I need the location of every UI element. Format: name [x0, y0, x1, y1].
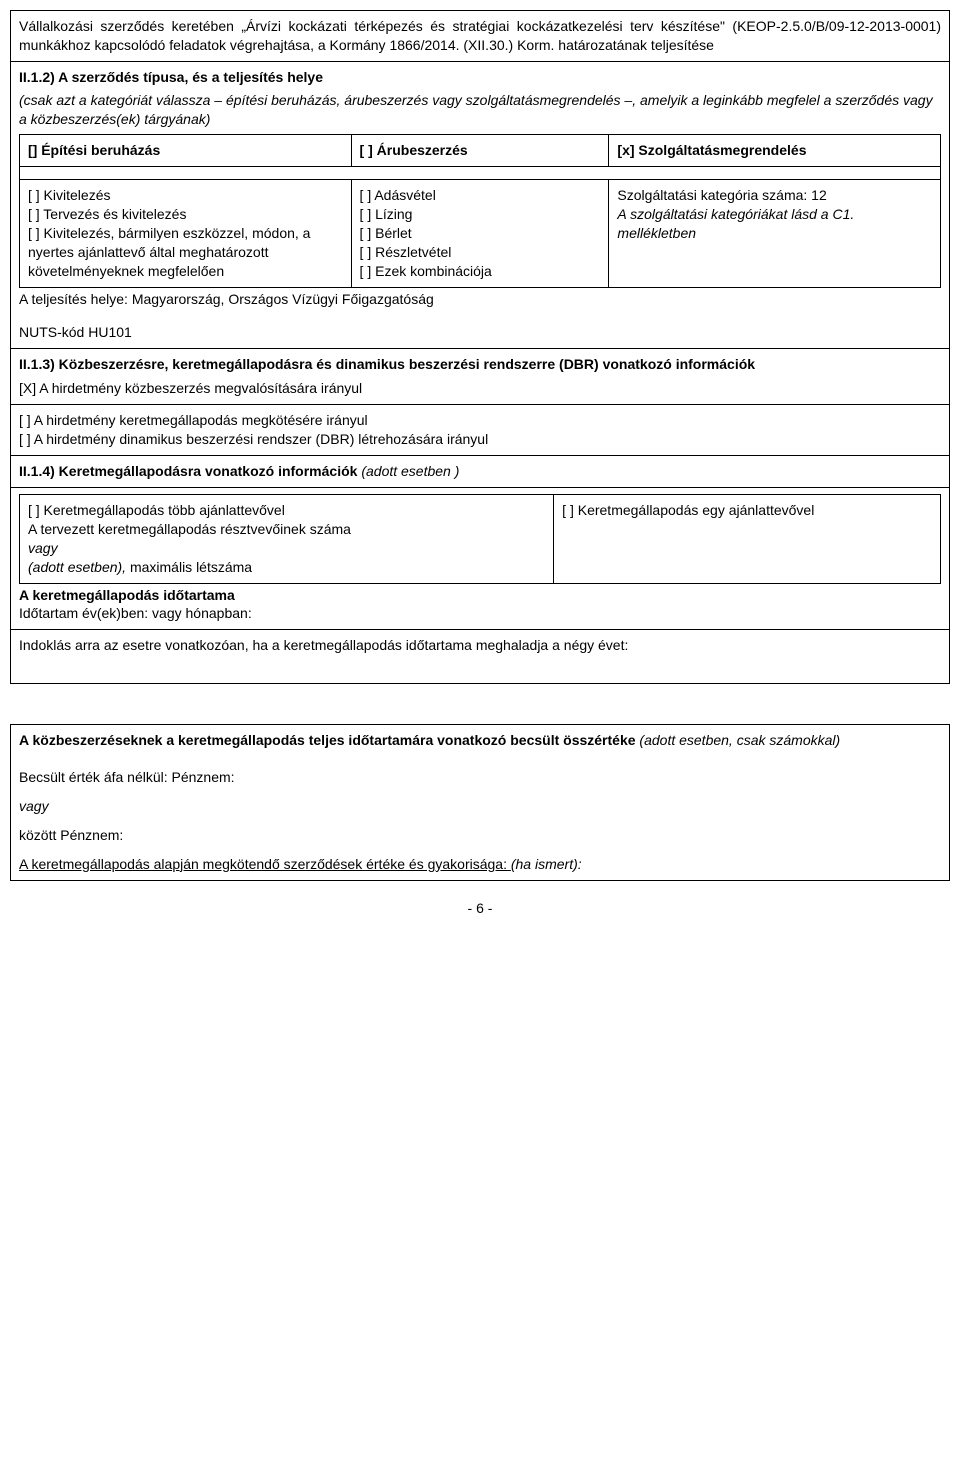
spacer	[10, 684, 950, 724]
ii-1-4-grid: [ ] Keretmegállapodás több ajánlattevőve…	[19, 494, 941, 584]
estimate-line1: Becsült érték áfa nélkül: Pénznem:	[19, 768, 941, 787]
ii14-left2: A tervezett keretmegállapodás résztvevői…	[28, 520, 545, 539]
intro-text: Vállalkozási szerződés keretében „Árvízi…	[19, 17, 941, 55]
estimate-head: A közbeszerzéseknek a keretmegállapodás …	[19, 731, 941, 750]
main-table: Vállalkozási szerződés keretében „Árvízi…	[10, 10, 950, 684]
ii-1-4-just-cell: Indoklás arra az esetre vonatkozóan, ha …	[11, 630, 950, 684]
ii-1-2-note: (csak azt a kategóriát válassza – építés…	[19, 91, 941, 129]
estimate-line4: A keretmegállapodás alapján megkötendő s…	[19, 855, 941, 874]
ii14-dur-head: A keretmegállapodás időtartama	[19, 586, 941, 605]
ii-1-2-grid: [] Építési beruházás [ ] Árubeszerzés [x…	[19, 134, 941, 287]
ii-1-4-head-cell: II.1.4) Keretmegállapodásra vonatkozó in…	[11, 456, 950, 488]
intro-cell: Vállalkozási szerződés keretében „Árvízi…	[11, 11, 950, 62]
ii-1-2-heading: II.1.2) A szerződés típusa, és a teljesí…	[19, 68, 941, 87]
col2-items: [ ] Adásvétel [ ] Lízing [ ] Bérlet [ ] …	[351, 180, 609, 287]
ii14-left4: (adott esetben), maximális létszáma	[28, 558, 545, 577]
perf-place: A teljesítés helye: Magyarország, Ország…	[19, 290, 941, 309]
estimate-line2: vagy	[19, 797, 941, 816]
col1-head: [] Építési beruházás	[20, 135, 352, 167]
ii-1-2-cell: II.1.2) A szerződés típusa, és a teljesí…	[11, 61, 950, 348]
page-number: - 6 -	[10, 899, 950, 918]
ii14-left3: vagy	[28, 539, 545, 558]
estimate-table: A közbeszerzéseknek a keretmegállapodás …	[10, 724, 950, 880]
ii-1-4-heading-suffix: (adott esetben )	[361, 463, 459, 479]
ii-1-4-body-cell: [ ] Keretmegállapodás több ajánlattevőve…	[11, 488, 950, 630]
estimate-cell: A közbeszerzéseknek a keretmegállapodás …	[11, 725, 950, 880]
ii-1-3-heading: II.1.3) Közbeszerzésre, keretmegállapodá…	[19, 355, 941, 374]
col1-items: [ ] Kivitelezés [ ] Tervezés és kivitele…	[20, 180, 352, 287]
col2-head: [ ] Árubeszerzés	[351, 135, 609, 167]
page-container: Vállalkozási szerződés keretében „Árvízi…	[10, 10, 950, 918]
ii-1-3-opts-cell: [ ] A hirdetmény keretmegállapodás megkö…	[11, 405, 950, 456]
col3-head: [x] Szolgáltatásmegrendelés	[609, 135, 941, 167]
ii-1-4-heading-prefix: II.1.4) Keretmegállapodásra vonatkozó in…	[19, 463, 361, 479]
ii-1-3-head-cell: II.1.3) Közbeszerzésre, keretmegállapodá…	[11, 348, 950, 405]
nuts-code: NUTS-kód HU101	[19, 323, 941, 342]
ii14-left1: [ ] Keretmegállapodás több ajánlattevőve…	[28, 501, 545, 520]
ii14-right: [ ] Keretmegállapodás egy ajánlattevővel	[562, 501, 932, 520]
ii14-justification: Indoklás arra az esetre vonatkozóan, ha …	[19, 636, 941, 655]
estimate-line3: között Pénznem:	[19, 826, 941, 845]
ii-1-3-opt2: [ ] A hirdetmény keretmegállapodás megkö…	[19, 411, 941, 430]
ii-1-3-opt1: [X] A hirdetmény közbeszerzés megvalósít…	[19, 379, 941, 398]
ii-1-3-opt3: [ ] A hirdetmény dinamikus beszerzési re…	[19, 430, 941, 449]
ii14-dur-line: Időtartam év(ek)ben: vagy hónapban:	[19, 604, 941, 623]
col3-items: Szolgáltatási kategória száma: 12 A szol…	[609, 180, 941, 287]
